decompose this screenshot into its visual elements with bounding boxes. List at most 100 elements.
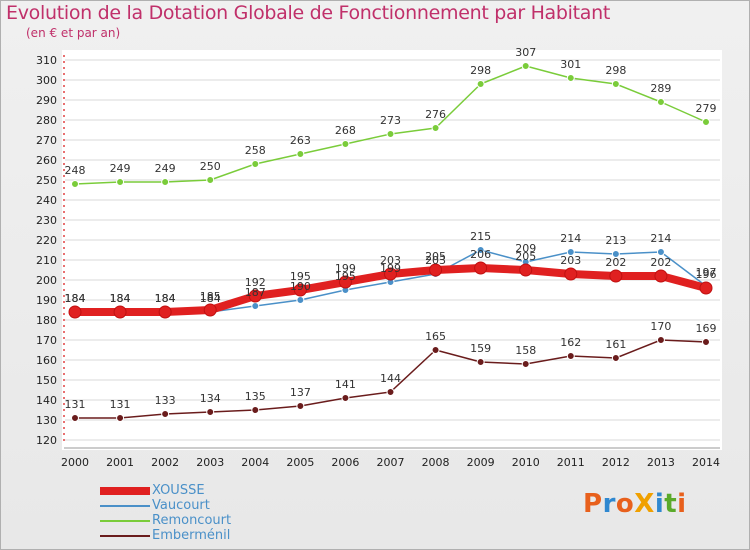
data-point bbox=[251, 302, 260, 310]
data-point bbox=[338, 275, 352, 289]
data-label: 203 bbox=[560, 254, 581, 267]
data-label: 170 bbox=[650, 320, 671, 333]
data-label: 199 bbox=[380, 262, 401, 275]
data-point bbox=[611, 80, 620, 88]
y-tick-label: 190 bbox=[36, 294, 57, 307]
y-tick-label: 200 bbox=[36, 274, 57, 287]
data-label: 199 bbox=[335, 262, 356, 275]
data-label: 165 bbox=[425, 330, 446, 343]
data-label: 276 bbox=[425, 108, 446, 121]
data-point bbox=[296, 150, 305, 158]
data-point bbox=[386, 130, 395, 138]
data-point bbox=[116, 414, 125, 422]
y-tick-label: 280 bbox=[36, 114, 57, 127]
proxiti-logo: ProXiti bbox=[583, 489, 687, 519]
data-label: 209 bbox=[515, 242, 536, 255]
x-tick-label: 2006 bbox=[331, 456, 359, 469]
x-tick-label: 2005 bbox=[286, 456, 314, 469]
data-point bbox=[564, 267, 578, 281]
data-label: 184 bbox=[200, 292, 221, 305]
data-label: 268 bbox=[335, 124, 356, 137]
data-point bbox=[702, 118, 710, 126]
data-label: 131 bbox=[110, 398, 131, 411]
data-label: 205 bbox=[425, 250, 446, 263]
data-label: 258 bbox=[245, 144, 266, 157]
data-point bbox=[702, 338, 710, 346]
x-tick-label: 2004 bbox=[241, 456, 269, 469]
data-point bbox=[161, 178, 170, 186]
data-point bbox=[206, 408, 215, 416]
data-point bbox=[113, 305, 127, 319]
x-tick-label: 2003 bbox=[196, 456, 224, 469]
legend-label: Emberménil bbox=[152, 528, 231, 543]
y-tick-label: 160 bbox=[36, 354, 57, 367]
data-point bbox=[654, 269, 668, 283]
data-label: 214 bbox=[650, 232, 671, 245]
data-point bbox=[248, 289, 262, 303]
data-label: 203 bbox=[380, 254, 401, 267]
data-label: 203 bbox=[425, 254, 446, 267]
data-point bbox=[431, 124, 440, 132]
data-label: 248 bbox=[65, 164, 86, 177]
x-tick-label: 2013 bbox=[647, 456, 675, 469]
data-label: 184 bbox=[110, 292, 131, 305]
data-label: 195 bbox=[335, 270, 356, 283]
data-label: 307 bbox=[515, 46, 536, 59]
x-tick-label: 2002 bbox=[151, 456, 179, 469]
y-tick-label: 210 bbox=[36, 254, 57, 267]
data-point bbox=[566, 352, 575, 360]
data-label: 184 bbox=[65, 292, 86, 305]
data-point bbox=[161, 410, 170, 418]
data-point bbox=[476, 358, 485, 366]
data-point bbox=[71, 180, 79, 188]
data-point bbox=[71, 414, 79, 422]
data-label: 184 bbox=[110, 292, 131, 305]
data-point bbox=[611, 250, 620, 258]
data-label: 190 bbox=[290, 280, 311, 293]
x-tick-label: 2009 bbox=[467, 456, 495, 469]
x-tick-label: 2010 bbox=[512, 456, 540, 469]
legend-label: Remoncourt bbox=[152, 513, 232, 528]
data-point bbox=[296, 402, 305, 410]
data-point bbox=[521, 360, 530, 368]
data-label: 215 bbox=[470, 230, 491, 243]
data-label: 289 bbox=[650, 82, 671, 95]
data-label: 301 bbox=[560, 58, 581, 71]
data-point bbox=[341, 140, 350, 148]
data-label: 298 bbox=[605, 64, 626, 77]
chart-subtitle: (en € et par an) bbox=[26, 26, 121, 40]
data-label: 205 bbox=[515, 250, 536, 263]
data-label: 158 bbox=[515, 344, 536, 357]
data-label: 185 bbox=[200, 290, 221, 303]
legend-label: XOUSSE bbox=[152, 483, 205, 498]
data-point bbox=[296, 296, 305, 304]
x-tick-label: 2000 bbox=[61, 456, 89, 469]
legend-swatch bbox=[100, 487, 150, 495]
data-point bbox=[519, 263, 533, 277]
data-label: 202 bbox=[650, 256, 671, 269]
data-label: 213 bbox=[605, 234, 626, 247]
data-label: 184 bbox=[155, 292, 176, 305]
data-point bbox=[566, 74, 575, 82]
data-label: 192 bbox=[245, 276, 266, 289]
data-label: 298 bbox=[470, 64, 491, 77]
legend-swatch bbox=[100, 520, 150, 522]
y-tick-label: 260 bbox=[36, 154, 57, 167]
data-point bbox=[386, 388, 395, 396]
data-label: 263 bbox=[290, 134, 311, 147]
data-label: 250 bbox=[200, 160, 221, 173]
data-point bbox=[341, 394, 350, 402]
data-label: 187 bbox=[245, 286, 266, 299]
y-tick-label: 240 bbox=[36, 194, 57, 207]
data-label: 144 bbox=[380, 372, 401, 385]
y-tick-label: 120 bbox=[36, 434, 57, 447]
data-label: 202 bbox=[605, 256, 626, 269]
data-point bbox=[293, 283, 307, 297]
data-label: 131 bbox=[65, 398, 86, 411]
data-point bbox=[429, 263, 443, 277]
data-point bbox=[656, 98, 665, 106]
data-label: 197 bbox=[696, 266, 717, 279]
data-point bbox=[476, 246, 485, 254]
x-tick-label: 2014 bbox=[692, 456, 720, 469]
